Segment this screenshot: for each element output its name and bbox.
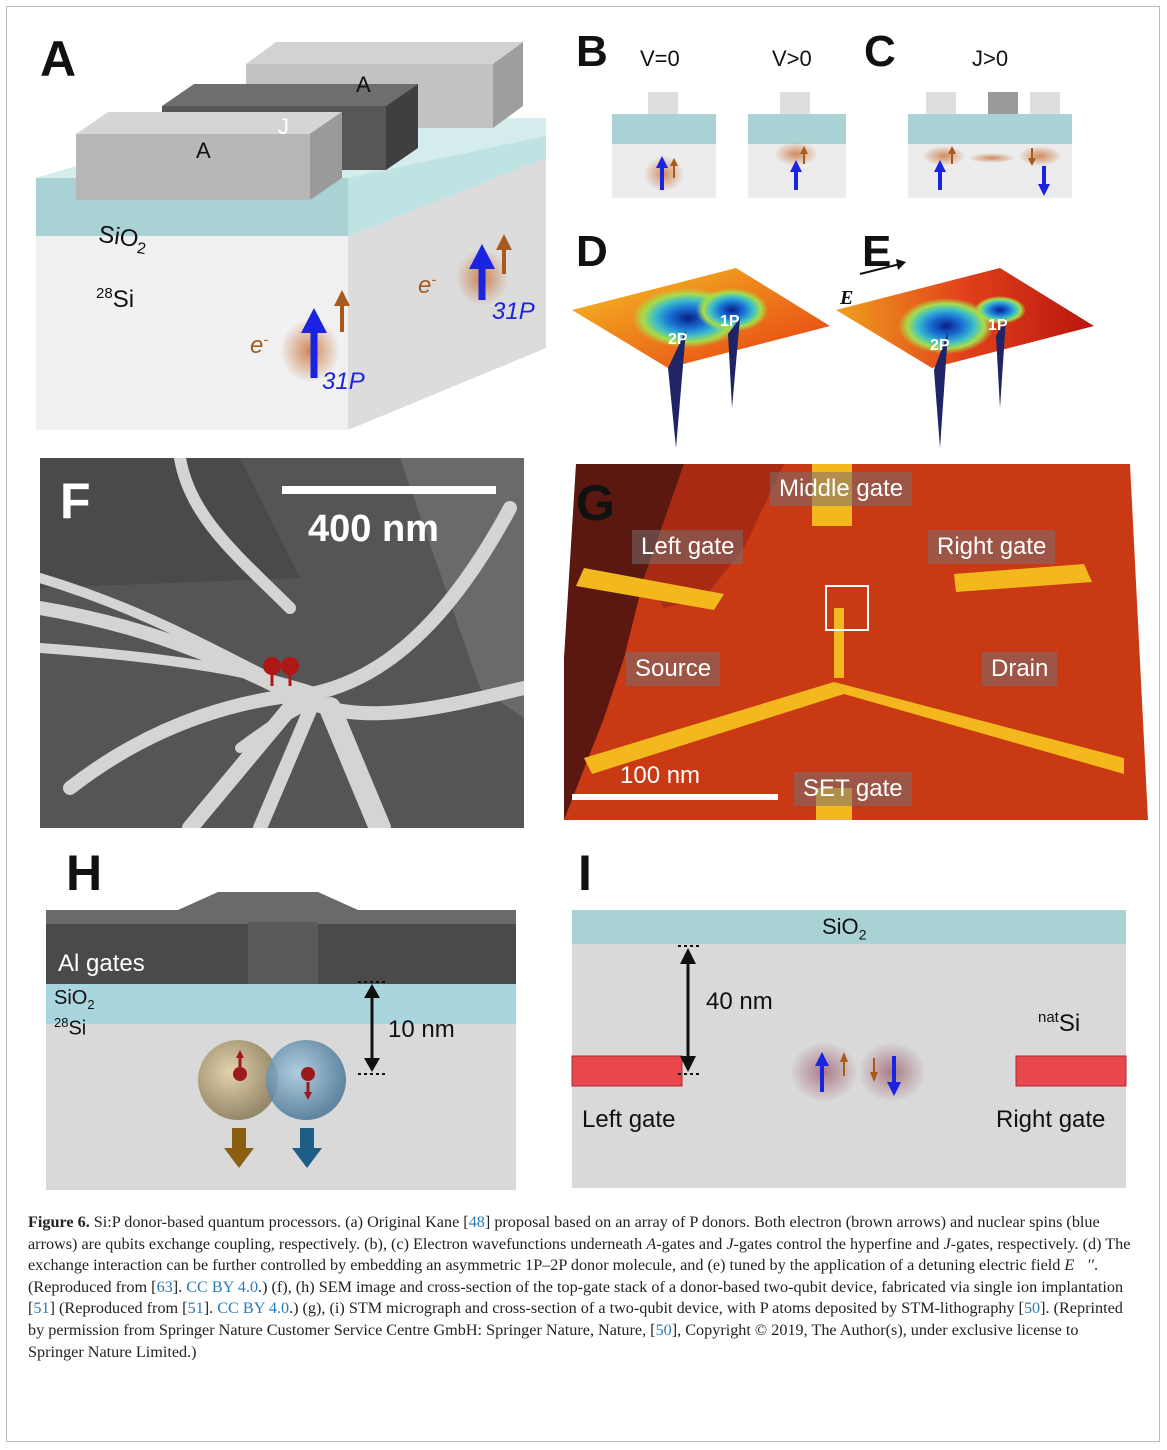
label-al-gates: Al gates: [58, 950, 145, 977]
label-1p-d: 1P: [720, 313, 740, 330]
label-set-gate: SET gate: [794, 772, 912, 806]
label-left-gate: Left gate: [632, 530, 744, 564]
ref-51b[interactable]: 51: [187, 1299, 204, 1318]
label-j-positive: J>0: [972, 46, 1009, 71]
scalebar-label-f: 400 nm: [308, 508, 439, 550]
substrate-label: 28Si: [96, 285, 135, 313]
panel-h: H Al gates SiO2 28Si 10 nm: [18, 842, 558, 1192]
electron-label-1: e-: [250, 331, 269, 359]
label-substrate-i: natSi: [1038, 1009, 1081, 1037]
ref-50[interactable]: 50: [1023, 1299, 1041, 1318]
sem-image: [40, 458, 524, 828]
panel-i: I SiO2 40 nm natSi Left gate Right gate: [560, 842, 1150, 1192]
gate-label-j: J: [278, 114, 289, 139]
label-field-e: E: [840, 287, 854, 309]
donor-label-1: 31P: [322, 368, 365, 395]
license-link-1[interactable]: CC BY 4.0: [186, 1277, 259, 1296]
stm-device-cross-section: [571, 910, 1127, 1188]
label-right-gate: Right gate: [928, 530, 1056, 564]
ref-48[interactable]: 48: [468, 1213, 485, 1231]
wavefunction-illustration: [612, 92, 1072, 198]
label-left-gate-i: Left gate: [582, 1106, 676, 1133]
label-oxide-h: SiO2: [54, 987, 95, 1012]
ref-63[interactable]: 63: [156, 1277, 173, 1296]
panel-letter-b: B: [576, 27, 608, 76]
panel-letter-d: D: [576, 227, 608, 276]
panel-letter-e: E: [862, 227, 892, 276]
label-v-zero: V=0: [640, 46, 680, 71]
electron-label-2: e-: [418, 271, 437, 299]
figure-frame: [6, 6, 1160, 1442]
label-2p-d: 2P: [668, 331, 688, 348]
label-v-positive: V>0: [772, 46, 812, 71]
panel-g: G Middle gate Left gate Right gate Sourc…: [564, 458, 1150, 828]
panel-letter-h: H: [66, 845, 103, 901]
label-right-gate-i: Right gate: [996, 1106, 1106, 1133]
label-distance-i: 40 nm: [706, 988, 773, 1015]
donor-label-2: 31P: [492, 298, 535, 325]
kane-device-illustration: [36, 42, 546, 430]
panel-letter-c: C: [864, 27, 896, 76]
label-oxide-i: SiO2: [822, 914, 867, 943]
implanted-device-cross-section: [46, 892, 516, 1190]
ref-51[interactable]: 51: [33, 1299, 50, 1318]
panel-d-e: D 2P 1P E E 2P 1P: [560, 222, 1150, 448]
panel-letter-f: F: [60, 473, 91, 529]
license-link-2[interactable]: CC BY 4.0: [217, 1299, 290, 1318]
panel-b-c: B V=0 V>0 C J>0: [560, 18, 1150, 218]
panel-letter-a: A: [40, 31, 77, 87]
panel-letter-g: G: [576, 475, 615, 531]
donor-potential-surfaces: [572, 259, 1094, 448]
label-2p-e: 2P: [930, 337, 950, 354]
label-drain: Drain: [982, 652, 1058, 686]
label-substrate-h: 28Si: [54, 1015, 87, 1040]
gate-label-a-right: A: [356, 72, 371, 97]
label-source: Source: [626, 652, 721, 686]
label-1p-e: 1P: [988, 317, 1008, 334]
panel-f: F 400 nm: [40, 458, 524, 828]
ref-50b[interactable]: 50: [655, 1320, 672, 1339]
label-distance-h: 10 nm: [388, 1016, 455, 1043]
panel-letter-i: I: [578, 845, 592, 901]
scalebar-label-g: 100 nm: [620, 762, 701, 789]
gate-label-a-left: A: [196, 138, 211, 163]
panel-a: A A J A SiO2 28Si e- e- 31P 31P: [18, 18, 558, 448]
figure-caption: Figure 6. Si:P donor-based quantum proce…: [28, 1213, 1131, 1361]
label-middle-gate: Middle gate: [770, 472, 913, 506]
